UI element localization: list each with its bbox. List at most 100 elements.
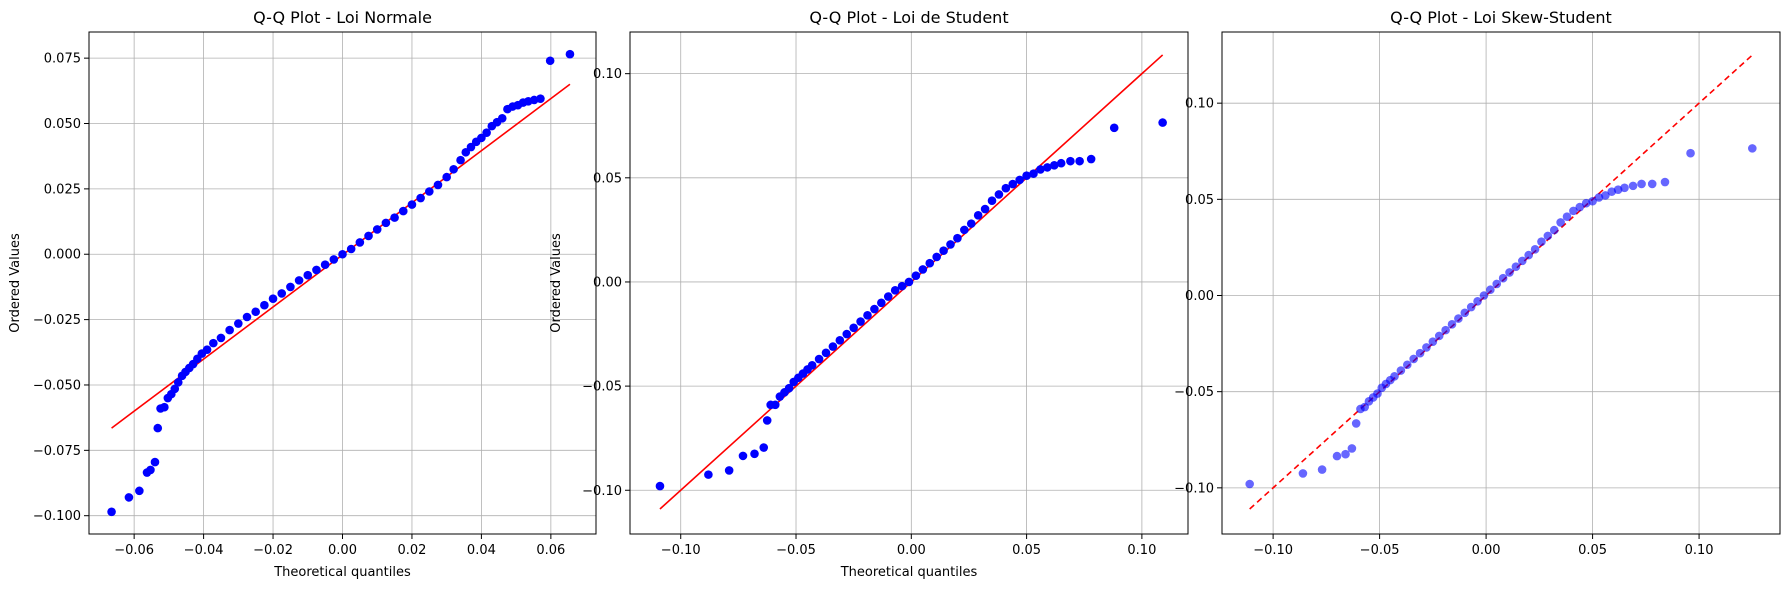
data-point <box>1517 256 1527 266</box>
y-tick-label: −0.100 <box>33 509 81 524</box>
data-point <box>1390 371 1399 381</box>
data-point <box>170 384 180 394</box>
data-point <box>449 164 458 174</box>
data-layer <box>1245 54 1757 510</box>
x-tick-label: −0.10 <box>1253 543 1293 558</box>
y-axis-label: Ordered Values <box>549 233 564 333</box>
data-point <box>1428 337 1438 346</box>
data-point <box>1505 268 1514 277</box>
y-tick-label: 0.05 <box>593 171 622 186</box>
x-tick-label: 0.02 <box>397 543 426 558</box>
data-point <box>442 172 451 182</box>
data-point <box>784 383 794 393</box>
data-point <box>1008 179 1018 189</box>
data-point <box>150 457 160 467</box>
data-point <box>724 466 734 475</box>
data-point <box>466 142 476 152</box>
data-point <box>536 94 545 103</box>
x-tick-label: −0.06 <box>114 543 154 558</box>
data-point <box>1347 444 1357 453</box>
chart-title: Q-Q Plot - Loi de Student <box>809 8 1008 27</box>
data-point <box>980 204 990 214</box>
data-point <box>1022 171 1031 181</box>
data-point <box>124 493 134 502</box>
data-point <box>946 240 955 249</box>
data-point <box>1569 206 1578 216</box>
x-tick-label: 0.00 <box>328 543 357 558</box>
data-layer <box>107 49 575 517</box>
x-tick-label: 0.00 <box>897 543 926 558</box>
data-point <box>770 400 780 410</box>
data-point <box>1537 237 1546 246</box>
data-point <box>911 271 921 281</box>
data-point <box>1109 123 1119 133</box>
reference-line <box>1249 54 1753 510</box>
data-point <box>251 307 260 317</box>
data-point <box>870 304 879 314</box>
data-point <box>1043 163 1052 172</box>
data-point <box>1647 179 1657 189</box>
y-tick-label: −0.05 <box>582 380 622 395</box>
data-point <box>329 255 339 264</box>
data-point <box>890 285 900 295</box>
chart-title: Q-Q Plot - Loi Normale <box>253 8 432 27</box>
data-point <box>994 190 1004 199</box>
x-tick-label: 0.06 <box>536 543 565 558</box>
data-point <box>398 206 408 216</box>
data-point <box>835 335 845 345</box>
data-point <box>456 155 465 165</box>
y-tick-label: −0.025 <box>33 313 81 328</box>
data-point <box>1409 354 1418 364</box>
y-tick-label: 0.10 <box>1185 97 1214 112</box>
data-point <box>863 310 872 320</box>
x-tick-label: 0.05 <box>1012 543 1041 558</box>
data-point <box>277 289 287 298</box>
data-point <box>904 277 914 287</box>
y-tick-label: −0.05 <box>1174 385 1214 400</box>
data-point <box>1524 250 1533 260</box>
data-point <box>655 481 665 491</box>
data-point <box>1332 451 1342 461</box>
y-tick-label: 0.00 <box>1185 289 1214 304</box>
data-point <box>1066 156 1075 166</box>
data-point <box>1637 179 1646 189</box>
data-point <box>897 281 907 291</box>
data-point <box>294 276 304 285</box>
x-axis-label: Theoretical quantiles <box>273 565 411 580</box>
data-point <box>225 325 234 335</box>
data-point <box>1748 144 1757 153</box>
data-point <box>1049 161 1059 170</box>
y-tick-label: −0.075 <box>33 444 81 459</box>
data-point <box>1245 479 1254 489</box>
data-point <box>303 270 313 280</box>
data-point <box>939 246 948 256</box>
data-point <box>268 294 278 303</box>
data-point <box>381 218 391 228</box>
x-tick-label: −0.05 <box>1360 543 1400 558</box>
data-point <box>750 449 759 459</box>
data-point <box>407 200 417 209</box>
data-point <box>173 378 183 387</box>
data-point <box>883 292 893 301</box>
data-point <box>1549 225 1559 235</box>
y-tick-label: 0.050 <box>44 117 81 132</box>
subplot-2: −0.10 −0.05 0.00 0.05 0.10 −0.10 −0.05 0.00 0.05… <box>549 8 1189 580</box>
data-point <box>918 265 928 274</box>
x-tick-label: 0.10 <box>1685 543 1714 558</box>
data-layer <box>655 54 1167 510</box>
data-point <box>146 465 155 475</box>
data-point <box>482 128 491 137</box>
data-point <box>738 451 748 461</box>
data-point <box>364 231 373 241</box>
x-tick-label: −0.04 <box>184 543 224 558</box>
axes-frame <box>629 31 1189 535</box>
data-point <box>1511 262 1521 271</box>
data-point <box>1447 320 1457 329</box>
y-tick-label: 0.025 <box>44 182 81 197</box>
subplot-1: −0.06 −0.04 −0.02 0.00 0.02 0.04 0.06 −0.100 −0.… <box>8 8 597 580</box>
data-point <box>807 360 817 370</box>
data-point <box>1479 291 1489 300</box>
data-point <box>135 486 144 496</box>
data-point <box>1543 231 1553 241</box>
data-point <box>973 211 983 220</box>
